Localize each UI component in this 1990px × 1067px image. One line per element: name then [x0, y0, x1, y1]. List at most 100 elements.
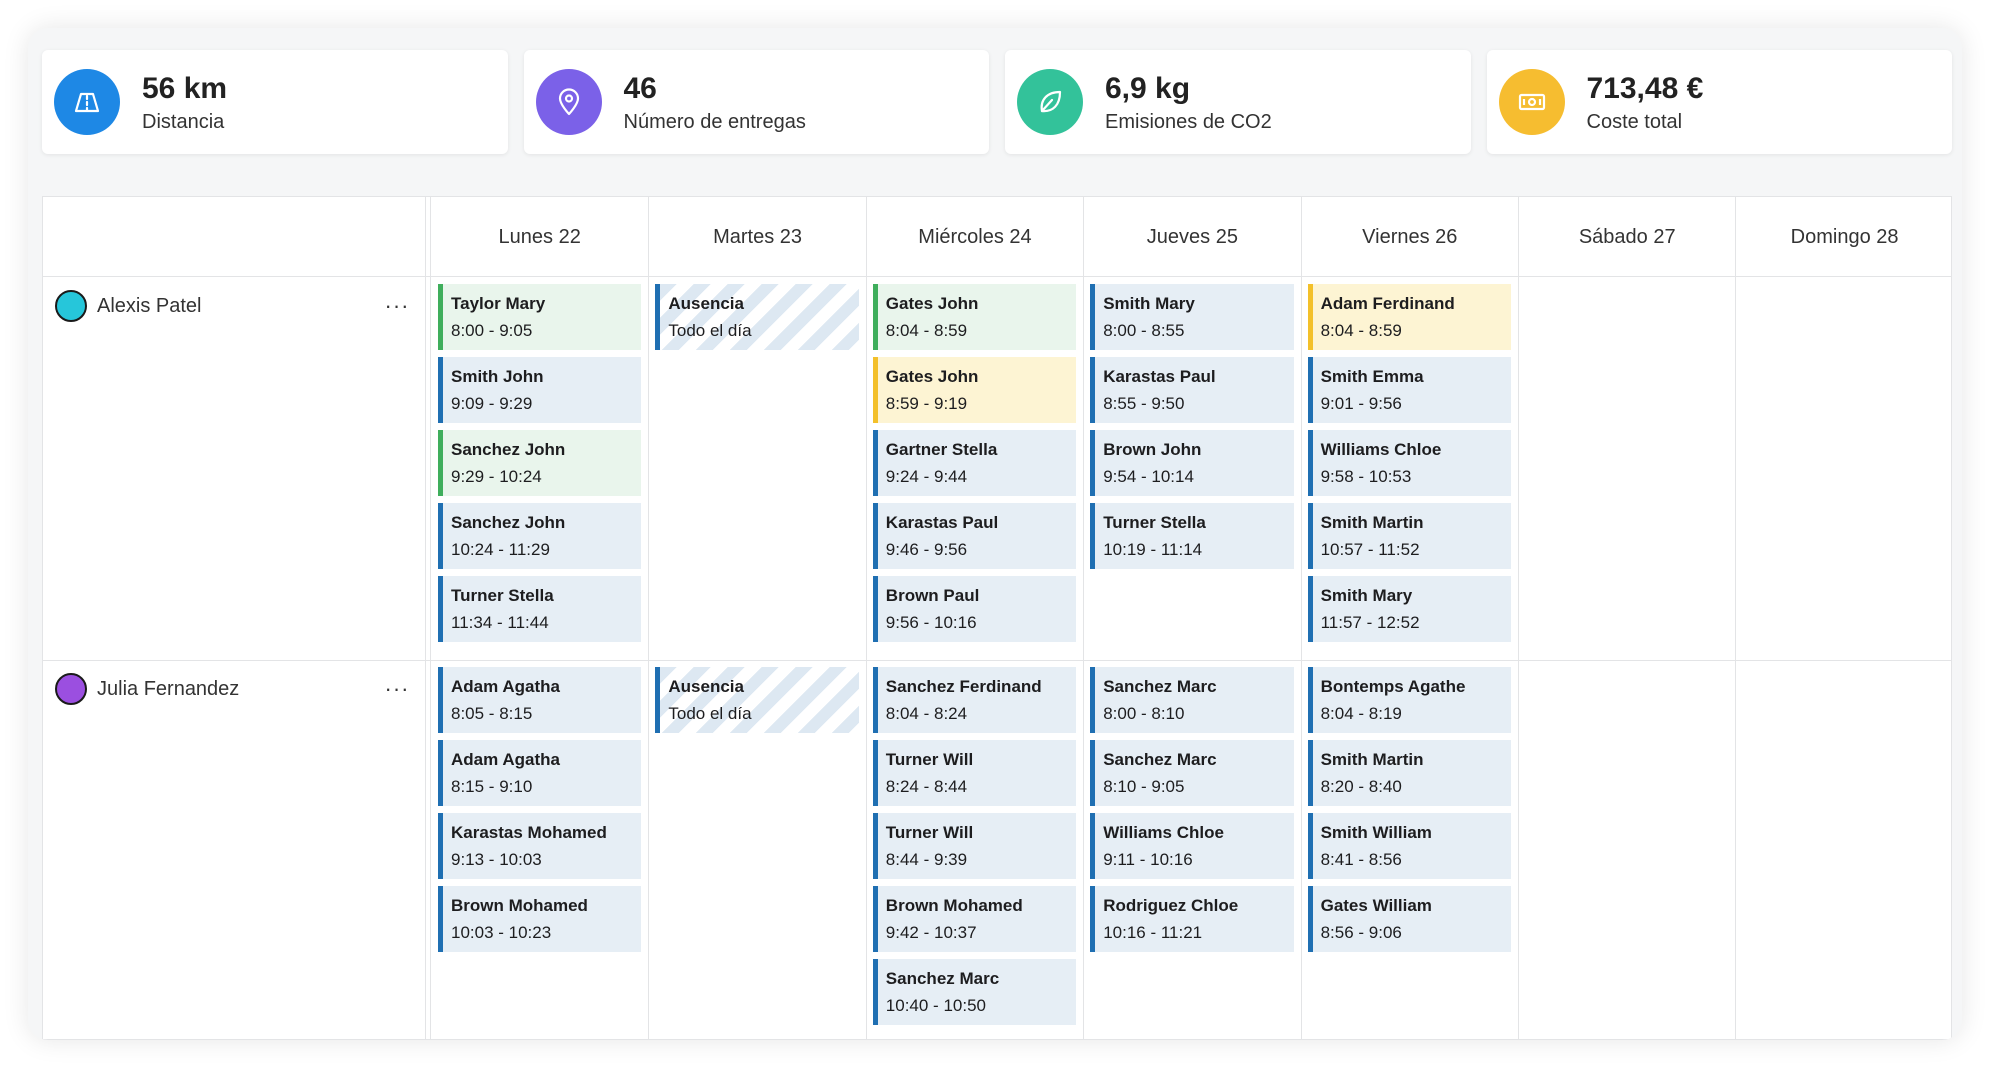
- event-customer-name: Smith Emma: [1320, 367, 1424, 386]
- event-time: Todo el día: [668, 321, 752, 340]
- event-customer-name: Sanchez Marc: [885, 969, 1000, 988]
- event-customer-name: Ausencia: [668, 677, 744, 696]
- event-customer-name: Sanchez John: [451, 513, 566, 532]
- delivery-event[interactable]: Brown Paul 9:56 - 10:16: [872, 576, 1077, 642]
- event-customer-name: Gartner Stella: [885, 440, 998, 459]
- column-divider: [1735, 277, 1737, 1039]
- delivery-event[interactable]: Sanchez Marc 8:00 - 8:10: [1090, 667, 1294, 733]
- kpi-text: 713,48 € Coste total: [1587, 71, 1704, 134]
- planning-card: 56 km Distancia 46 Número de entregas 6,9 kg…: [28, 28, 1962, 1040]
- delivery-event[interactable]: Adam Agatha 8:15 - 9:10: [438, 740, 642, 806]
- day-header: Martes 23: [648, 197, 865, 277]
- delivery-event[interactable]: Brown John 9:54 - 10:14: [1090, 430, 1294, 496]
- event-time: 9:01 - 9:56: [1320, 394, 1402, 413]
- driver-row-header: Alexis Patel ···: [55, 289, 415, 323]
- event-time: 10:03 - 10:23: [451, 923, 552, 942]
- day-header: Miércoles 24: [865, 197, 1083, 277]
- driver-name: Julia Fernandez: [97, 677, 240, 700]
- event-time: 8:41 - 8:56: [1320, 850, 1402, 869]
- event-time: 9:13 - 10:03: [451, 850, 542, 869]
- event-time: 8:59 - 9:19: [885, 394, 968, 413]
- event-customer-name: Gates John: [885, 367, 979, 386]
- event-time: 9:58 - 10:53: [1320, 467, 1412, 486]
- delivery-event[interactable]: Bontemps Agathe 8:04 - 8:19: [1307, 667, 1511, 733]
- event-customer-name: Brown Mohamed: [885, 896, 1023, 915]
- delivery-event[interactable]: Turner Will 8:44 - 9:39: [872, 813, 1077, 879]
- delivery-event[interactable]: Karastas Paul 9:46 - 9:56: [872, 503, 1077, 569]
- leaf-icon: [1017, 69, 1083, 135]
- event-time: 10:40 - 10:50: [885, 996, 986, 1015]
- event-time: 9:42 - 10:37: [885, 923, 977, 942]
- event-customer-name: Smith William: [1320, 823, 1432, 842]
- delivery-event[interactable]: Smith John 9:09 - 9:29: [438, 357, 642, 423]
- event-time: Todo el día: [668, 704, 752, 723]
- delivery-event[interactable]: Taylor Mary 8:00 - 9:05: [438, 284, 642, 350]
- event-time: 10:24 - 11:29: [451, 540, 550, 559]
- delivery-event[interactable]: Rodriguez Chloe 10:16 - 11:21: [1090, 886, 1294, 952]
- event-customer-name: Gates William: [1320, 896, 1432, 915]
- event-customer-name: Smith John: [451, 367, 544, 386]
- delivery-event[interactable]: Turner Will 8:24 - 8:44: [872, 740, 1077, 806]
- delivery-event[interactable]: Sanchez Ferdinand 8:04 - 8:24: [872, 667, 1077, 733]
- event-customer-name: Smith Martin: [1320, 750, 1424, 769]
- delivery-event[interactable]: Williams Chloe 9:11 - 10:16: [1090, 813, 1294, 879]
- event-customer-name: Brown John: [1103, 440, 1202, 459]
- day-header: Sábado 27: [1518, 197, 1735, 277]
- delivery-event[interactable]: Smith William 8:41 - 8:56: [1307, 813, 1511, 879]
- delivery-event[interactable]: Smith Mary 11:57 - 12:52: [1307, 576, 1511, 642]
- kpi-card: 713,48 € Coste total: [1486, 50, 1952, 154]
- delivery-event[interactable]: Karastas Paul 8:55 - 9:50: [1090, 357, 1294, 423]
- kpi-value: 6,9 kg: [1105, 71, 1191, 105]
- day-header: Jueves 25: [1083, 197, 1300, 277]
- delivery-event[interactable]: Gartner Stella 9:24 - 9:44: [872, 430, 1077, 496]
- delivery-event[interactable]: Turner Stella 11:34 - 11:44: [438, 576, 642, 642]
- delivery-event[interactable]: Smith Martin 10:57 - 11:52: [1307, 503, 1511, 569]
- delivery-event[interactable]: Smith Emma 9:01 - 9:56: [1307, 357, 1511, 423]
- delivery-event[interactable]: Smith Martin 8:20 - 8:40: [1307, 740, 1511, 806]
- column-divider: [1083, 277, 1085, 1039]
- delivery-event[interactable]: Gates John 8:59 - 9:19: [872, 357, 1077, 423]
- delivery-event[interactable]: Williams Chloe 9:58 - 10:53: [1307, 430, 1511, 496]
- event-time: 9:11 - 10:16: [1103, 850, 1193, 869]
- kpi-label: Coste total: [1586, 110, 1683, 133]
- delivery-event[interactable]: Sanchez Marc 10:40 - 10:50: [872, 959, 1077, 1025]
- event-customer-name: Adam Agatha: [451, 677, 560, 696]
- event-customer-name: Taylor Mary: [451, 294, 546, 313]
- kpi-text: 46 Número de entregas: [624, 71, 806, 134]
- delivery-event[interactable]: Gates John 8:04 - 8:59: [872, 284, 1077, 350]
- event-customer-name: Karastas Paul: [1103, 367, 1216, 386]
- delivery-event[interactable]: Turner Stella 10:19 - 11:14: [1090, 503, 1294, 569]
- event-time: 8:00 - 8:55: [1103, 321, 1185, 340]
- driver-row-header: Julia Fernandez ···: [55, 672, 415, 706]
- delivery-event[interactable]: Gates William 8:56 - 9:06: [1307, 886, 1511, 952]
- banknote-icon: [1498, 69, 1565, 135]
- event-time: 8:44 - 9:39: [885, 850, 968, 869]
- kpi-label: Emisiones de CO2: [1105, 110, 1272, 133]
- delivery-event[interactable]: Karastas Mohamed 9:13 - 10:03: [438, 813, 642, 879]
- delivery-event[interactable]: Sanchez Marc 8:10 - 9:05: [1090, 740, 1294, 806]
- event-customer-name: Ausencia: [668, 294, 744, 313]
- delivery-event[interactable]: Smith Mary 8:00 - 8:55: [1090, 284, 1294, 350]
- more-options-button[interactable]: ···: [384, 676, 410, 701]
- delivery-event[interactable]: Adam Ferdinand 8:04 - 8:59: [1307, 284, 1511, 350]
- delivery-event[interactable]: Adam Agatha 8:05 - 8:15: [438, 667, 642, 733]
- delivery-event[interactable]: Brown Mohamed 10:03 - 10:23: [438, 886, 642, 952]
- kpi-text: 6,9 kg Emisiones de CO2: [1105, 71, 1272, 134]
- event-time: 8:00 - 9:05: [451, 321, 533, 340]
- delivery-event[interactable]: Sanchez John 9:29 - 10:24: [438, 430, 642, 496]
- more-options-button[interactable]: ···: [384, 293, 410, 318]
- absence-block[interactable]: Ausencia Todo el día: [655, 667, 859, 733]
- kpi-card: 56 km Distancia: [42, 50, 508, 154]
- event-time: 8:15 - 9:10: [451, 777, 533, 796]
- delivery-event[interactable]: Sanchez John 10:24 - 11:29: [438, 503, 642, 569]
- event-customer-name: Sanchez Marc: [1103, 750, 1217, 769]
- delivery-event[interactable]: Brown Mohamed 9:42 - 10:37: [872, 886, 1077, 952]
- event-customer-name: Rodriguez Chloe: [1103, 896, 1239, 915]
- weekly-planning-grid: Lunes 22 Martes 23 Miércoles 24 Jueves 25 Vi…: [42, 196, 1952, 1040]
- event-customer-name: Gates John: [885, 294, 979, 313]
- day-header: Viernes 26: [1300, 197, 1518, 277]
- absence-block[interactable]: Ausencia Todo el día: [655, 284, 859, 350]
- event-time: 11:34 - 11:44: [451, 613, 549, 632]
- event-time: 9:46 - 9:56: [885, 540, 968, 559]
- event-time: 8:20 - 8:40: [1320, 777, 1402, 796]
